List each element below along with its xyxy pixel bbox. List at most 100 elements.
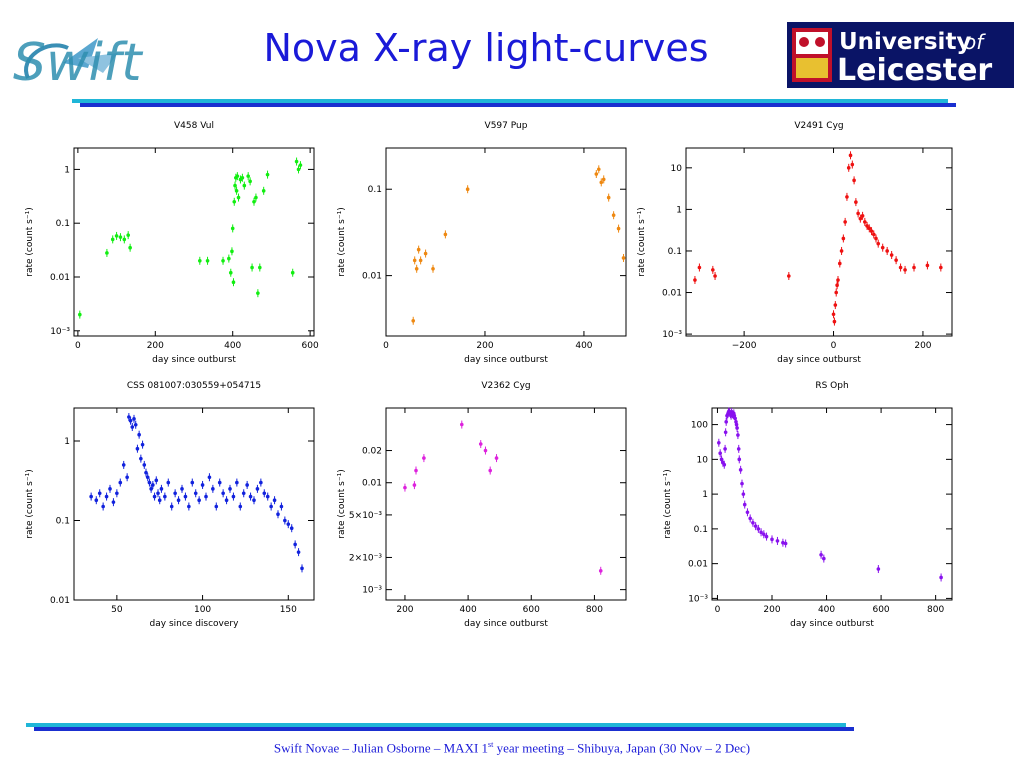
data-point [296,167,301,172]
chart-frame [385,147,627,337]
page-title: Nova X-ray light-curves [263,26,709,70]
y-tick-label: 0.1 [56,516,70,526]
y-tick-label: 10⁻³ [50,327,70,337]
data-point [594,172,599,176]
data-point [233,183,237,188]
data-point [833,303,838,307]
data-point [221,491,225,496]
chart-title: RS Oph [815,381,848,391]
data-point [751,520,755,525]
data-point [255,487,260,491]
data-point [140,442,145,447]
data-point [422,456,426,460]
data-point [611,213,616,218]
data-point [166,480,171,485]
data-point [483,448,488,453]
chart-frame [73,147,315,337]
university-logo: University of Leicester [787,22,1014,88]
data-point [232,199,237,204]
data-point [762,532,766,537]
data-point [869,229,874,233]
data-point [283,518,287,523]
x-tick-label: 200 [763,605,780,615]
data-point [738,468,743,472]
data-point [411,318,416,323]
data-point [865,224,869,228]
data-point [876,567,881,571]
data-point [770,537,774,542]
data-point [198,259,202,263]
data-point [262,491,267,496]
data-point [740,481,744,486]
data-point [176,498,181,503]
x-tick-label: 50 [111,605,123,615]
x-tick-label: 600 [302,341,319,351]
y-axis-label: rate (count s⁻¹) [637,207,647,276]
data-point [137,432,141,437]
data-point [621,256,626,260]
x-tick-label: 0 [383,341,389,351]
data-point [423,251,428,256]
data-point [693,278,697,282]
data-point [252,199,256,204]
data-point [289,526,294,531]
data-point [843,220,847,224]
y-tick-label: 0.1 [56,219,70,229]
data-point [939,265,943,270]
university-line1: University [839,29,971,55]
y-tick-label: 0.01 [362,272,382,282]
x-tick-label: 0 [831,341,837,351]
footer-sup: st [488,740,494,749]
data-point [723,430,728,435]
data-point [858,216,863,221]
data-point [152,494,157,499]
y-tick-label: 2×10⁻³ [349,553,382,563]
data-point [276,512,280,517]
x-tick-label: 200 [396,605,413,615]
data-point [839,249,844,253]
data-point [836,278,840,282]
data-point [236,195,241,200]
data-point [227,256,231,261]
data-point [265,494,270,499]
data-point [217,480,222,485]
x-tick-label: 400 [575,341,592,351]
chart-title: V2362 Cyg [481,381,530,391]
y-tick-label: 0.1 [668,247,682,257]
y-tick-label: 1 [64,437,70,447]
data-point [741,492,746,496]
data-point [787,274,791,278]
data-point [157,498,162,503]
data-point [412,258,417,263]
data-point [104,494,109,499]
y-tick-label: 1 [64,165,70,175]
data-point [874,236,878,241]
data-point [735,426,739,430]
data-point [880,245,885,250]
x-tick-label: 400 [224,341,241,351]
data-point [494,456,499,460]
data-point [254,195,258,200]
data-point [898,265,903,270]
data-point [783,541,788,546]
x-tick-label: −200 [732,341,757,351]
y-tick-label: 0.01 [688,560,708,570]
data-point [159,487,164,491]
data-point [722,462,727,467]
data-point [863,220,867,224]
data-point [286,522,291,526]
chart-title: V597 Pup [485,121,528,131]
data-point [300,566,304,571]
data-point [876,241,881,246]
chart-frame [385,407,627,601]
x-axis-label: day since outburst [464,355,548,365]
bottom-divider-cyan [26,723,846,727]
x-tick-label: 600 [872,605,889,615]
data-point [261,189,266,193]
data-point [599,180,604,185]
data-point [180,487,184,491]
top-divider-cyan [72,99,948,103]
data-point [403,485,407,490]
data-point [734,422,739,427]
data-point [205,259,210,263]
